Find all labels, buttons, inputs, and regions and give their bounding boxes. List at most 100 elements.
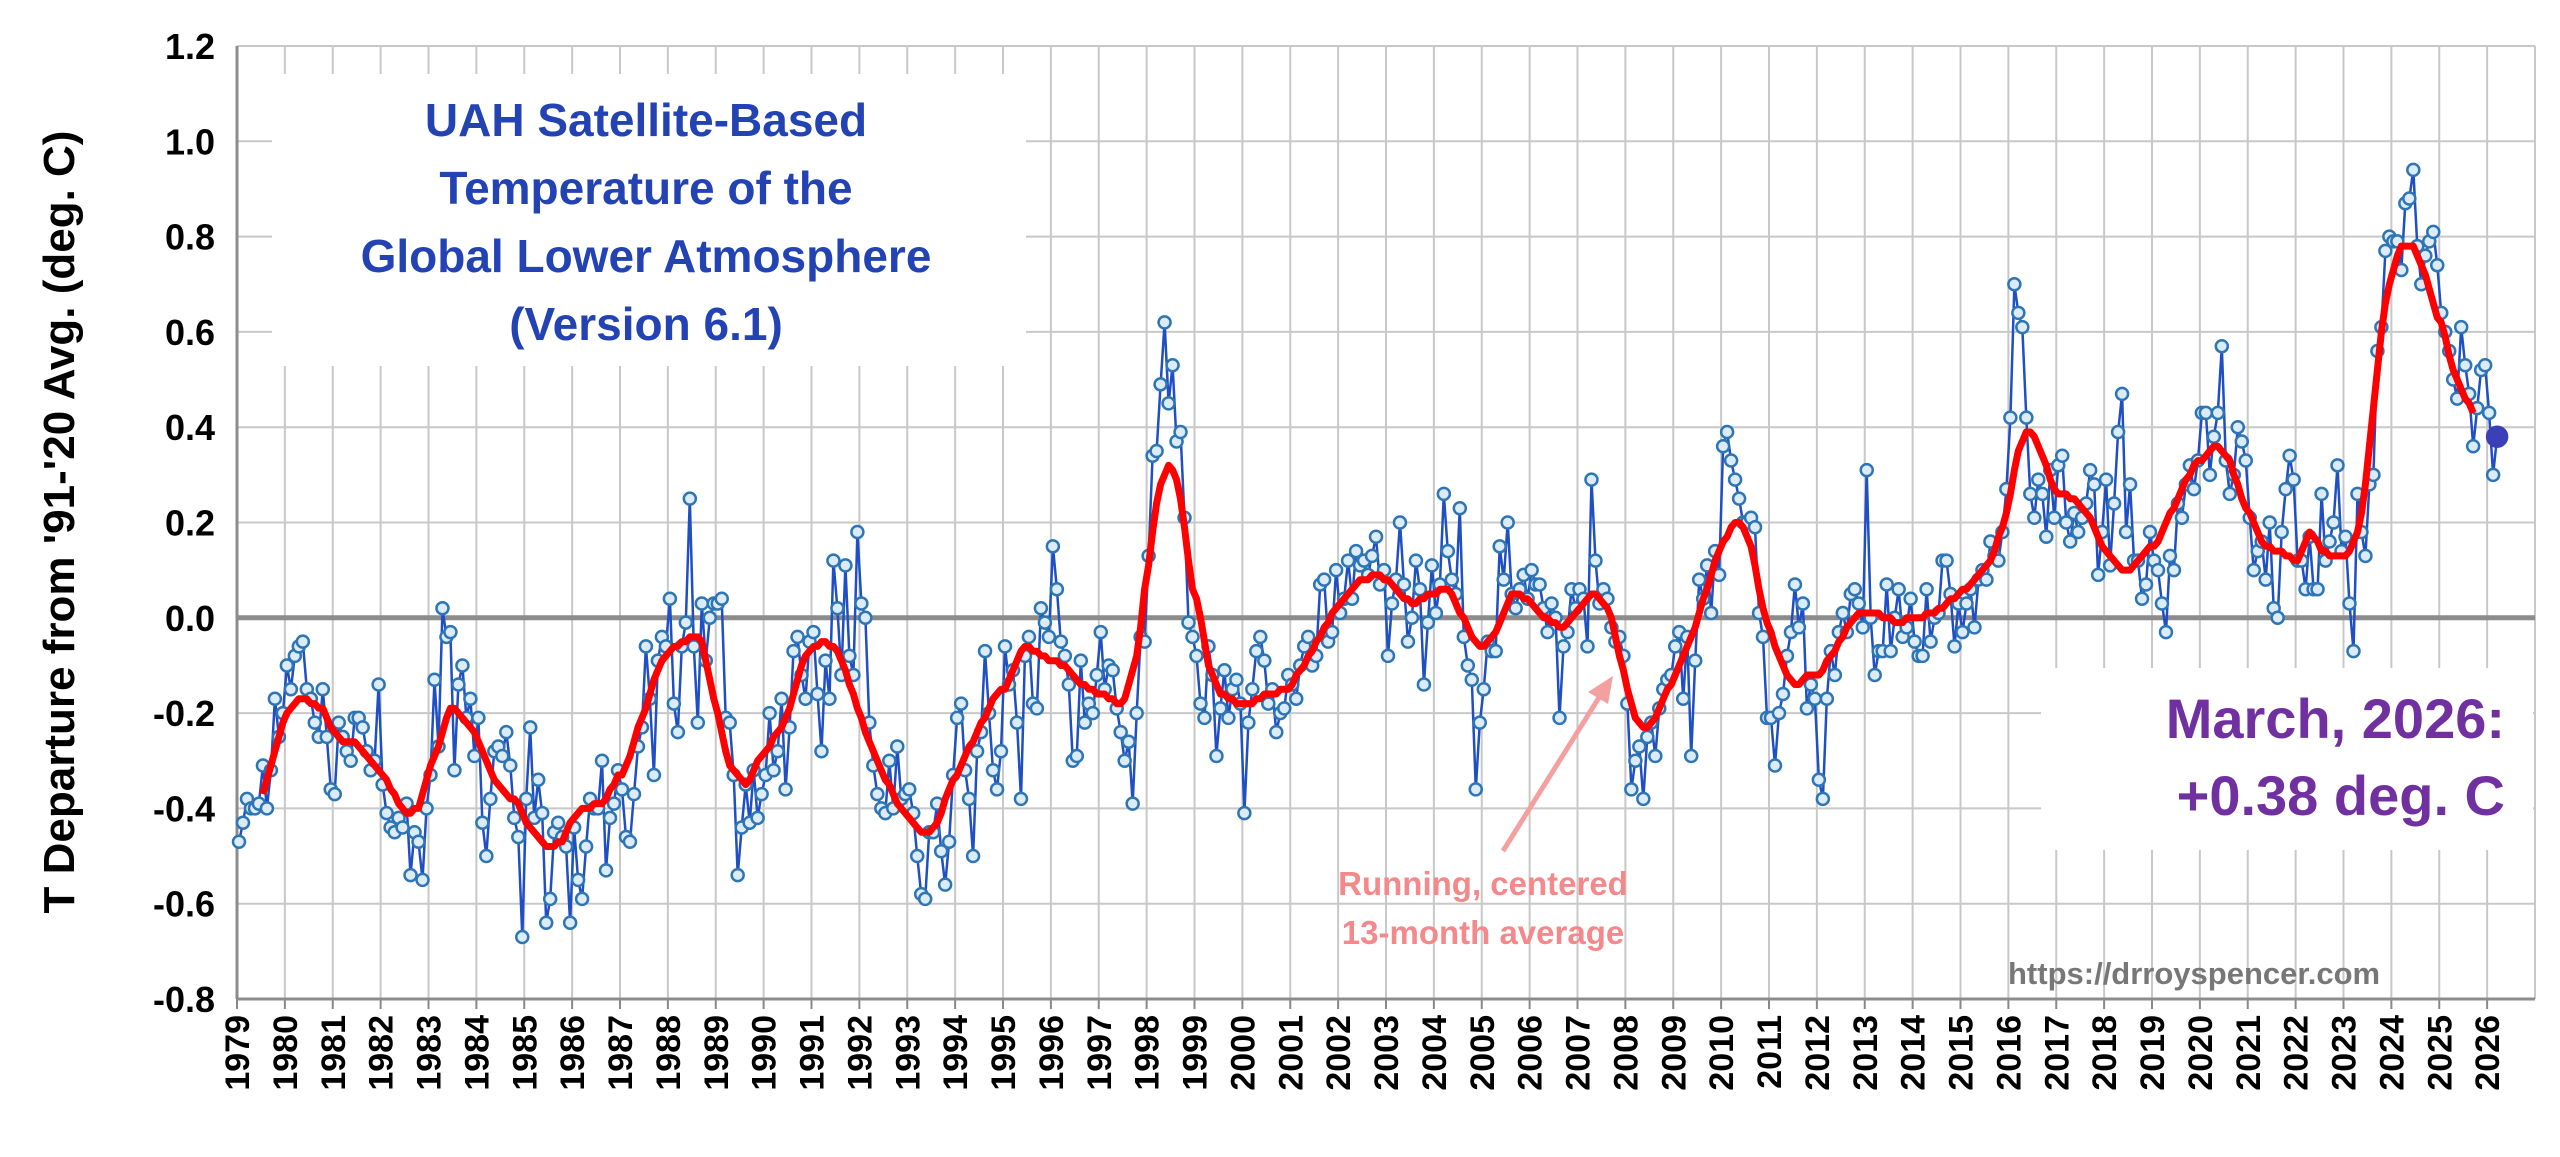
data-point: [295, 634, 311, 649]
data-point: [2378, 243, 2393, 259]
data-point: [830, 601, 845, 616]
data-point: [1149, 443, 1164, 459]
data-point: [2342, 596, 2357, 611]
data-point: [594, 753, 610, 768]
data-point: [702, 610, 718, 626]
data-point: [1723, 453, 1739, 468]
x-tick-label: 2022: [2278, 1015, 2316, 1091]
data-point: [2134, 591, 2150, 606]
data-point: [730, 867, 745, 883]
source: https://drroyspencer.com: [2008, 956, 2380, 991]
data-point: [235, 815, 251, 830]
data-point: [1217, 662, 1232, 678]
data-point: [606, 796, 622, 811]
data-point: [997, 639, 1013, 654]
data-point: [1253, 629, 1268, 645]
data-point: [1129, 705, 1144, 721]
data-point: [1687, 653, 1703, 668]
data-point: [937, 877, 953, 892]
data-point: [542, 891, 558, 907]
data-point: [2338, 529, 2353, 545]
data-point: [495, 748, 510, 764]
data-point: [1691, 572, 1707, 587]
data-point: [1404, 610, 1420, 626]
x-tick-label: 1979: [219, 1015, 257, 1091]
data-point: [1348, 543, 1364, 559]
data-point: [798, 691, 813, 707]
data-point: [1420, 615, 1436, 630]
data-point: [483, 791, 498, 807]
data-point: [965, 848, 981, 864]
data-point: [2262, 515, 2277, 530]
data-point: [1667, 639, 1683, 654]
data-point: [602, 810, 618, 826]
data-point: [1624, 782, 1639, 797]
data-point: [1380, 648, 1396, 664]
data-point: [1747, 520, 1763, 535]
data-point: [574, 891, 590, 907]
data-point: [1288, 691, 1304, 707]
data-point: [1632, 739, 1647, 754]
data-point: [435, 601, 450, 616]
y-tick-label: -0.6: [153, 884, 215, 925]
data-point: [2003, 410, 2018, 425]
x-tick-label: 1983: [411, 1015, 449, 1091]
y-tick-label: 0.8: [165, 217, 215, 258]
data-point: [2430, 257, 2445, 273]
data-point: [1464, 672, 1480, 687]
data-point: [2019, 410, 2034, 425]
data-point: [1400, 634, 1416, 649]
data-point: [2202, 467, 2218, 483]
title-line: (Version 6.1): [509, 298, 783, 350]
x-tick-label: 2018: [2086, 1015, 2124, 1091]
title-line: Global Lower Atmosphere: [361, 230, 932, 282]
data-point: [1532, 577, 1547, 592]
data-point: [1847, 581, 1863, 597]
data-point: [2402, 191, 2417, 206]
title: UAH Satellite-Based Temperature of the G…: [361, 94, 932, 350]
data-point: [1955, 624, 1970, 640]
x-tick-label: 2010: [1703, 1015, 1741, 1091]
y-tick-label: 0.6: [165, 312, 215, 353]
data-point: [1727, 472, 1743, 487]
data-point: [1440, 543, 1456, 559]
data-point: [1524, 562, 1539, 578]
data-point: [578, 839, 594, 854]
data-point: [2346, 643, 2361, 659]
data-point: [1819, 691, 1835, 707]
data-point: [1085, 705, 1101, 721]
x-tick-label: 2023: [2326, 1015, 2364, 1091]
annotation-line: March, 2026:: [2166, 687, 2505, 750]
data-point: [1675, 691, 1691, 707]
data-point: [507, 810, 522, 826]
x-tick-label: 2011: [1751, 1015, 1789, 1089]
annotation-line: +0.38 deg. C: [2177, 764, 2505, 827]
data-point: [770, 743, 785, 759]
data-point: [989, 782, 1005, 797]
data-point: [1069, 748, 1085, 764]
data-point: [778, 782, 793, 797]
annotation-line: Running, centered: [1338, 865, 1628, 902]
data-point: [838, 558, 853, 573]
data-point: [2186, 481, 2202, 497]
data-point: [371, 677, 386, 692]
data-point: [2210, 405, 2226, 421]
data-point: [1424, 558, 1440, 573]
x-tick-label: 2016: [1990, 1015, 2028, 1091]
data-point: [2039, 529, 2054, 545]
data-point: [662, 591, 678, 606]
data-point: [2054, 448, 2070, 464]
data-point: [1640, 729, 1655, 745]
data-point: [1153, 377, 1168, 392]
data-point: [2314, 486, 2329, 502]
data-point: [2090, 567, 2106, 583]
data-point: [1703, 605, 1719, 621]
data-point: [1428, 605, 1444, 621]
data-point: [2150, 562, 2166, 578]
x-tick-label: 2026: [2469, 1015, 2507, 1091]
data-point: [2138, 577, 2154, 592]
data-point: [806, 624, 821, 640]
data-point: [666, 696, 682, 711]
x-tick-label: 2014: [1895, 1015, 1933, 1091]
